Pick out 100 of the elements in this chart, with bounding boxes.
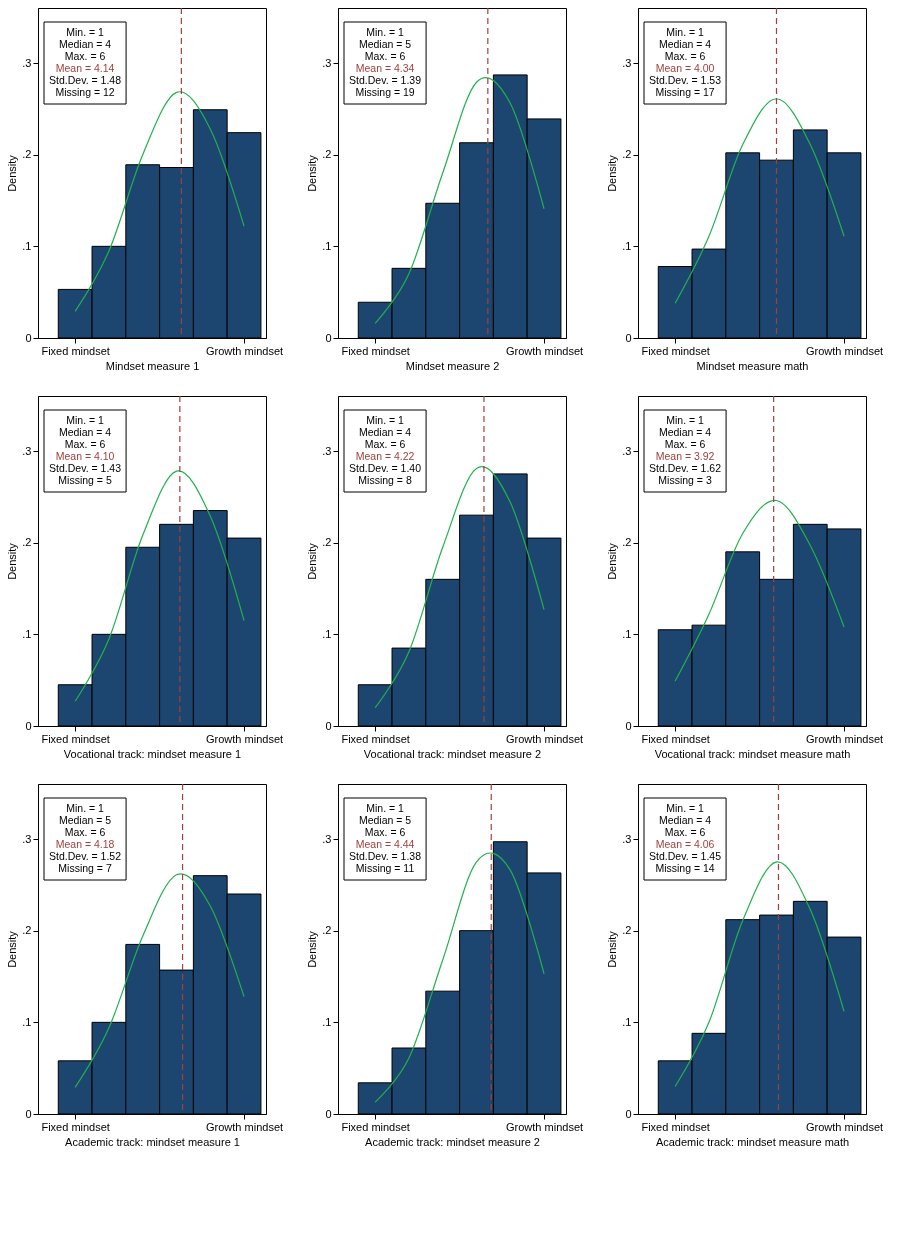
annotation: Std.Dev. = 1.53 (649, 74, 722, 86)
annotation: Std.Dev. = 1.43 (49, 462, 122, 474)
x-tick-label: Fixed mindset (341, 1120, 410, 1133)
x-tick-label: Growth mindset (206, 344, 284, 357)
annotation: Missing = 5 (58, 474, 112, 486)
y-tick-label: .2 (622, 148, 632, 161)
line-series (674, 98, 845, 304)
annotation: Missing = 7 (58, 862, 112, 874)
annotation: Min. = 1 (66, 26, 105, 38)
y-tick-label: .1 (622, 627, 632, 640)
annotation: Median = 4 (58, 426, 112, 438)
annotation: Missing = 12 (55, 86, 115, 98)
y-tick-label: .2 (622, 536, 632, 549)
y-axis-title: Density (6, 542, 19, 580)
y-axis-title: Density (306, 930, 319, 968)
annotation: Missing = 8 (358, 474, 412, 486)
x-tick-label: Growth mindset (506, 732, 584, 745)
annotation: Max. = 6 (64, 50, 106, 62)
line-series (74, 873, 245, 1089)
y-tick-label: .2 (22, 536, 32, 549)
annotation: Median = 4 (658, 38, 712, 50)
annotation: Std.Dev. = 1.39 (349, 74, 422, 86)
annotation: Mean = 4.00 (655, 62, 715, 74)
x-tick-label: Growth mindset (206, 732, 284, 745)
annotation: Max. = 6 (364, 826, 406, 838)
annotation: Min. = 1 (666, 802, 705, 814)
y-tick-label: .3 (322, 832, 332, 845)
y-axis-title: Density (606, 930, 619, 968)
annotation: Std.Dev. = 1.45 (649, 850, 722, 862)
y-tick-label: .1 (622, 1015, 632, 1028)
annotation: Median = 5 (58, 814, 112, 826)
x-axis-title: Vocational track: mindset measure math (654, 747, 851, 760)
x-axis-title: Mindset measure 1 (105, 359, 200, 372)
y-axis-title: Density (306, 542, 319, 580)
y-axis-title: Density (606, 542, 619, 580)
y-axis-title: Density (606, 154, 619, 192)
annotation: Min. = 1 (666, 26, 705, 38)
x-tick-label: Fixed mindset (41, 1120, 110, 1133)
x-tick-label: Growth mindset (506, 1120, 584, 1133)
annotation: Min. = 1 (666, 414, 705, 426)
annotation: Median = 5 (358, 814, 412, 826)
annotation: Missing = 14 (655, 862, 715, 874)
annotation: Missing = 3 (658, 474, 712, 486)
x-tick-label: Growth mindset (506, 344, 584, 357)
y-tick-label: 0 (25, 1107, 32, 1120)
x-axis-title: Mindset measure 2 (405, 359, 500, 372)
annotation: Mean = 3.92 (655, 450, 715, 462)
y-tick-label: 0 (325, 1107, 332, 1120)
annotation: Mean = 4.18 (55, 838, 115, 850)
y-tick-label: .2 (322, 536, 332, 549)
x-tick-label: Growth mindset (806, 344, 884, 357)
annotation: Missing = 17 (655, 86, 715, 98)
x-tick-label: Growth mindset (806, 732, 884, 745)
y-tick-label: 0 (325, 331, 332, 344)
x-tick-label: Fixed mindset (641, 344, 710, 357)
x-tick-label: Growth mindset (806, 1120, 884, 1133)
y-tick-label: .1 (622, 239, 632, 252)
x-tick-label: Fixed mindset (641, 1120, 710, 1133)
x-axis-title: Academic track: mindset measure 1 (65, 1135, 240, 1148)
annotation: Std.Dev. = 1.62 (649, 462, 722, 474)
annotation: Max. = 6 (664, 826, 706, 838)
y-tick-label: .2 (22, 148, 32, 161)
x-tick-label: Fixed mindset (41, 732, 110, 745)
y-tick-label: .3 (622, 832, 632, 845)
y-tick-label: .2 (322, 924, 332, 937)
annotation: Missing = 11 (355, 862, 415, 874)
annotation: Median = 4 (658, 426, 712, 438)
y-axis-title: Density (306, 154, 319, 192)
annotation: Missing = 19 (355, 86, 415, 98)
annotation: Max. = 6 (664, 50, 706, 62)
annotation: Max. = 6 (64, 438, 106, 450)
annotation: Std.Dev. = 1.52 (49, 850, 122, 862)
x-tick-label: Fixed mindset (341, 732, 410, 745)
y-tick-label: 0 (325, 719, 332, 732)
annotation: Std.Dev. = 1.40 (349, 462, 422, 474)
annotation: Mean = 4.44 (355, 838, 415, 850)
annotation: Mean = 4.22 (355, 450, 415, 462)
annotation: Max. = 6 (664, 438, 706, 450)
line-series (674, 499, 845, 682)
annotation: Min. = 1 (366, 26, 405, 38)
x-axis-title: Academic track: mindset measure math (655, 1135, 850, 1148)
y-tick-label: 0 (625, 719, 632, 732)
y-tick-label: .2 (22, 924, 32, 937)
x-tick-label: Growth mindset (206, 1120, 284, 1133)
annotation: Min. = 1 (66, 802, 105, 814)
x-axis-title: Vocational track: mindset measure 1 (63, 747, 242, 760)
x-tick-label: Fixed mindset (641, 732, 710, 745)
annotation: Min. = 1 (366, 802, 405, 814)
annotation: Min. = 1 (366, 414, 405, 426)
annotation: Std.Dev. = 1.48 (49, 74, 122, 86)
x-tick-label: Fixed mindset (341, 344, 410, 357)
y-tick-label: .1 (322, 1015, 332, 1028)
y-tick-label: .2 (322, 148, 332, 161)
y-tick-label: .1 (22, 1015, 32, 1028)
y-tick-label: .3 (322, 444, 332, 457)
annotation: Mean = 4.10 (55, 450, 115, 462)
y-tick-label: .1 (322, 239, 332, 252)
annotation: Min. = 1 (66, 414, 105, 426)
y-tick-label: 0 (625, 331, 632, 344)
annotation: Median = 4 (658, 814, 712, 826)
